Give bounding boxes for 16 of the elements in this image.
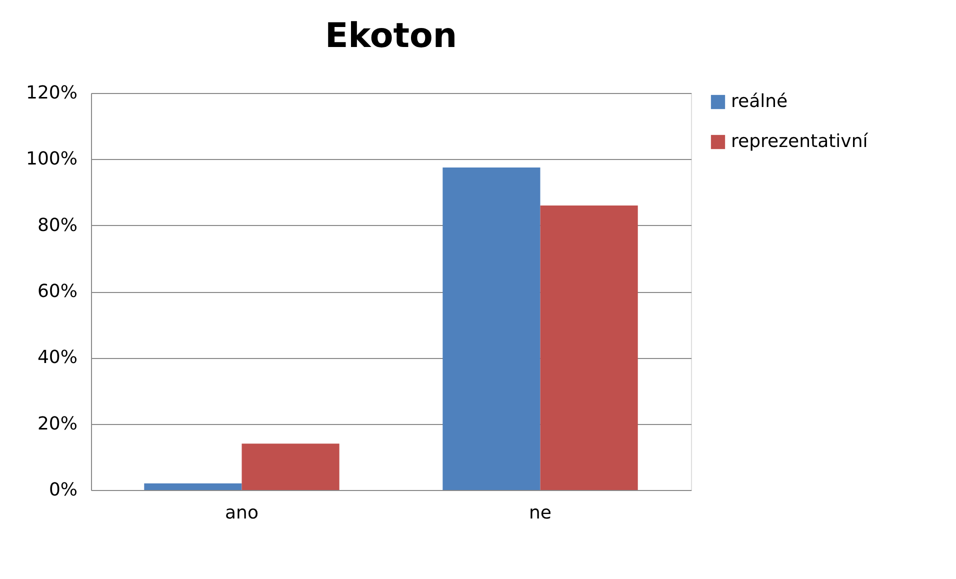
y-tick-label: 120% bbox=[26, 82, 78, 104]
y-tick-label: 0% bbox=[48, 480, 78, 500]
legend-label: reprezentativní bbox=[731, 131, 869, 152]
x-tick-label: ne bbox=[529, 502, 552, 524]
y-tick-label: 60% bbox=[37, 281, 78, 302]
y-tick-label: 80% bbox=[37, 214, 78, 236]
bar bbox=[144, 483, 242, 490]
y-tick-label: 40% bbox=[37, 347, 78, 368]
x-tick-label: ano bbox=[225, 502, 258, 524]
bar bbox=[442, 167, 540, 490]
chart-title: Ekoton bbox=[324, 16, 458, 56]
y-tick-label: 100% bbox=[26, 148, 78, 170]
legend-label: reálné bbox=[731, 91, 788, 112]
y-tick-label: 20% bbox=[37, 413, 78, 434]
bar bbox=[242, 444, 340, 490]
bar bbox=[540, 205, 638, 490]
